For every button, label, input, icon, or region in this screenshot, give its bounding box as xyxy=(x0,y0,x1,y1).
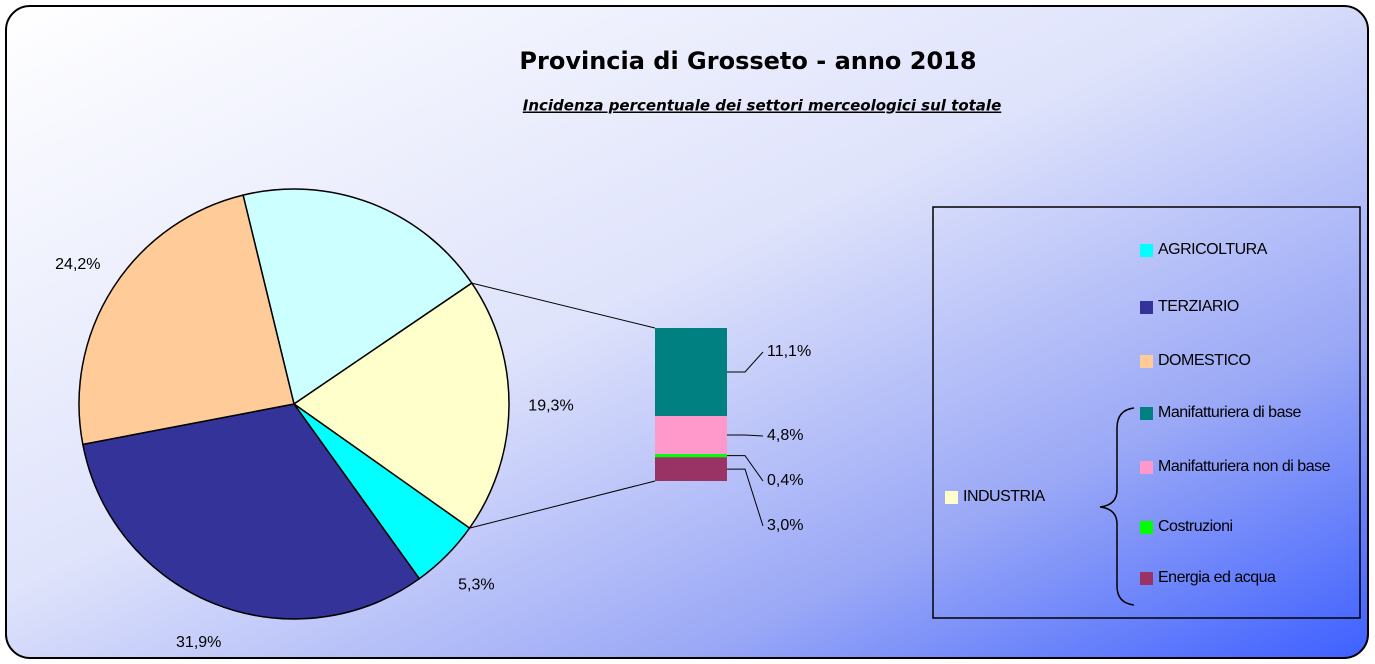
legend-label: AGRICOLTURA xyxy=(1158,241,1267,258)
bar-segment xyxy=(655,415,727,455)
chart-subtitle: Incidenza percentuale dei settori merceo… xyxy=(523,97,1002,115)
legend-brace xyxy=(1099,407,1135,606)
legend-swatch xyxy=(1140,355,1153,368)
legend-swatch xyxy=(1140,301,1153,314)
legend-label: INDUSTRIA xyxy=(963,488,1045,505)
data-label: 24,2% xyxy=(55,256,100,273)
legend-label: Manifatturiera non di base xyxy=(1158,458,1331,475)
legend-label: Manifatturiera di base xyxy=(1158,404,1301,421)
data-label: 5,3% xyxy=(458,576,494,593)
leader-line xyxy=(727,434,764,437)
data-label: 4,8% xyxy=(767,427,803,444)
bar-segment xyxy=(655,457,727,481)
legend-label: Costruzioni xyxy=(1158,518,1233,535)
pie-slice xyxy=(242,188,473,406)
bar-segment xyxy=(655,328,727,416)
legend-label: DOMESTICO xyxy=(1158,352,1251,369)
legend-label: TERZIARIO xyxy=(1158,298,1239,315)
connector-line xyxy=(469,480,656,529)
data-label: 31,9% xyxy=(176,634,221,651)
legend-swatch xyxy=(1140,407,1153,420)
pie-slice xyxy=(81,403,421,620)
legend-swatch xyxy=(945,491,958,504)
data-label: 0,4% xyxy=(767,472,803,489)
legend-swatch xyxy=(1140,521,1153,534)
leader-line xyxy=(727,351,764,373)
legend-swatch xyxy=(1140,572,1153,585)
data-label: 11,1% xyxy=(767,343,811,360)
legend-swatch xyxy=(1140,244,1153,257)
bar-segment xyxy=(655,454,727,458)
data-label: 3,0% xyxy=(767,517,803,534)
connector-line xyxy=(471,282,656,329)
legend-label: Energia ed acqua xyxy=(1158,569,1276,586)
leader-line xyxy=(727,455,764,482)
chart-title: Provincia di Grosseto - anno 2018 xyxy=(519,47,976,75)
data-label: 19,3% xyxy=(528,398,573,415)
pie-slice xyxy=(292,282,510,530)
pie-slice xyxy=(78,194,295,446)
legend-swatch xyxy=(1140,461,1153,474)
legend-box xyxy=(932,206,1361,619)
leader-line xyxy=(727,468,764,527)
